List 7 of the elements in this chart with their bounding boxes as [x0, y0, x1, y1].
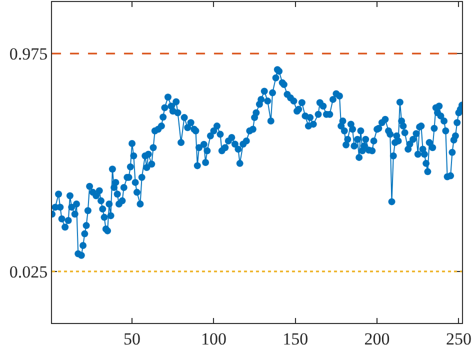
x-tick-label: 200	[364, 329, 390, 348]
x-tick-label: 50	[124, 329, 141, 348]
x-tick-label: 150	[282, 329, 308, 348]
y-tick-label: 0.975	[9, 44, 48, 64]
y-tick-label: 0.025	[9, 262, 48, 282]
x-tick-label: 100	[200, 329, 226, 348]
x-tick-label: 250	[446, 329, 472, 348]
